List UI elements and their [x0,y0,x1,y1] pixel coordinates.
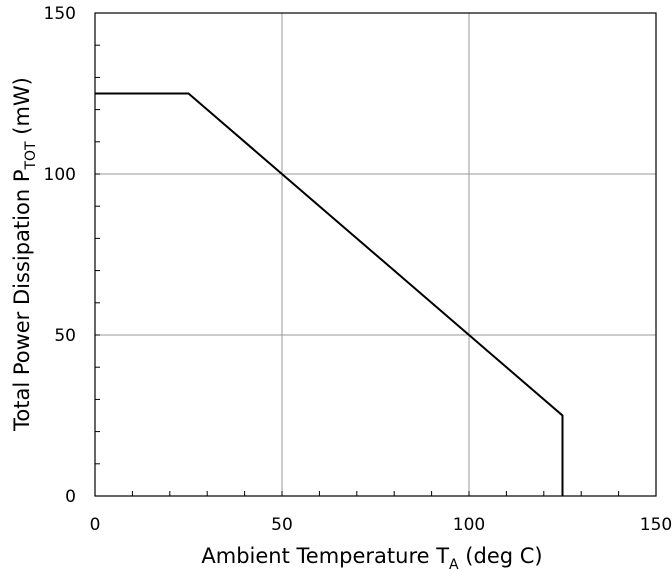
x-axis-title: Ambient Temperature TA (deg C) [201,544,542,571]
series [95,92,564,496]
series-line [95,92,564,496]
plot-frame [94,12,657,497]
x-tick-label: 50 [271,515,293,535]
y-axis-title: Total Power Dissipation PTOT (mW) [10,77,39,432]
minor-ticks [95,44,620,496]
y-tick-label: 0 [65,487,76,507]
y-tick-labels: 0 50 100 150 [44,4,76,507]
x-tick-labels: 0 50 100 150 [90,515,672,535]
y-tick-label: 150 [44,4,76,24]
x-tick-label: 100 [453,515,485,535]
y-tick-label: 100 [44,165,76,185]
x-tick-label: 150 [640,515,672,535]
x-tick-label: 0 [90,515,101,535]
grid [95,13,656,496]
y-tick-label: 50 [54,326,76,346]
